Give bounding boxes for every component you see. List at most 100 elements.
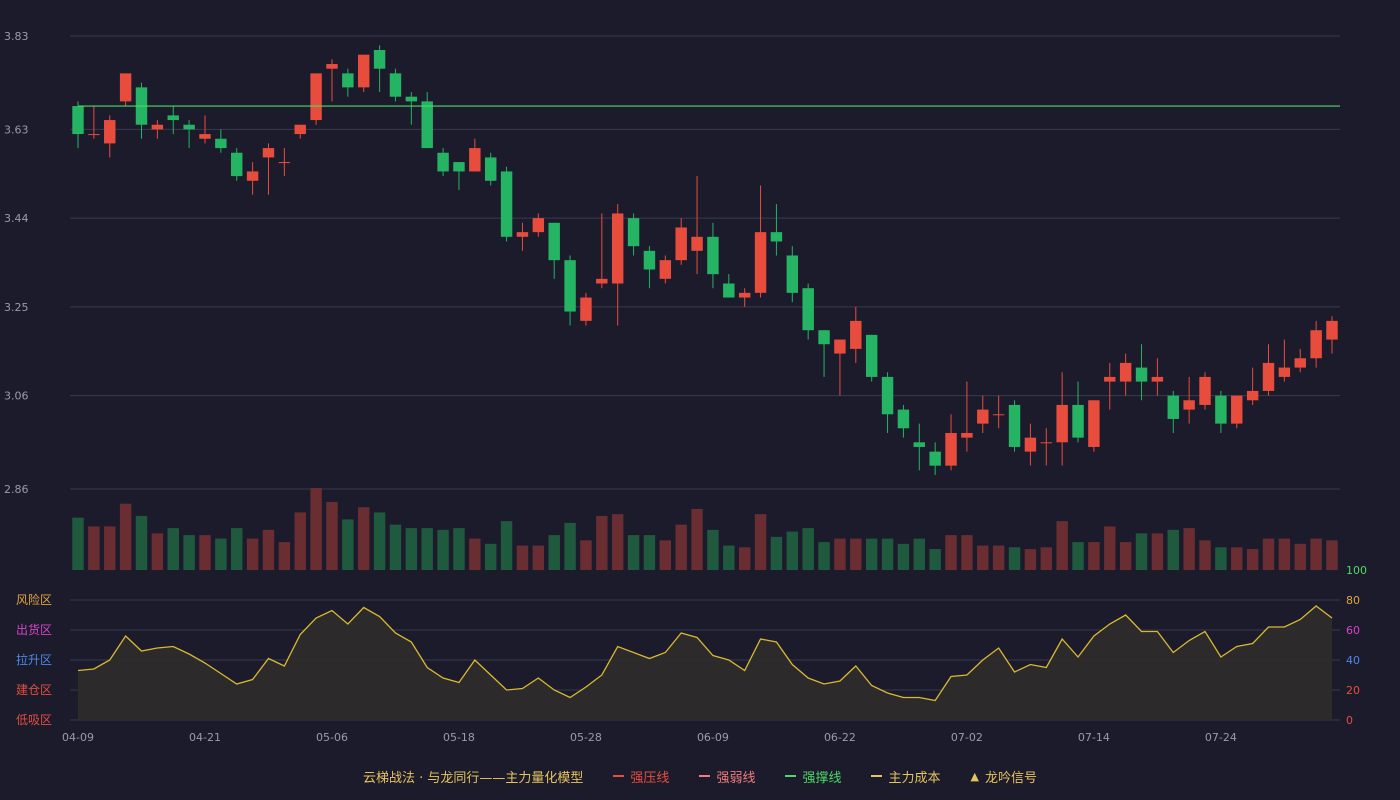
candle-body[interactable]	[294, 124, 306, 135]
candle-body[interactable]	[1294, 358, 1306, 368]
candle-body[interactable]	[643, 250, 656, 270]
candle-body[interactable]	[659, 260, 672, 279]
volume-bar	[992, 545, 1005, 570]
candle-body[interactable]	[484, 157, 497, 181]
legend-item-strength[interactable]: 强弱线	[699, 767, 755, 786]
volume-bar	[1215, 547, 1227, 570]
candle-body[interactable]	[1310, 330, 1322, 359]
candle-body[interactable]	[1088, 400, 1100, 447]
candle-body[interactable]	[278, 162, 291, 164]
candle-body[interactable]	[802, 288, 814, 331]
candle-body[interactable]	[897, 409, 910, 429]
candle-body[interactable]	[310, 73, 322, 121]
candle-body[interactable]	[1104, 376, 1116, 382]
candle-body[interactable]	[850, 320, 862, 349]
candle-body[interactable]	[358, 54, 370, 88]
candle-body[interactable]	[881, 376, 894, 415]
candle-body[interactable]	[945, 432, 957, 466]
candle-body[interactable]	[1262, 362, 1275, 391]
candle-body[interactable]	[1199, 376, 1211, 405]
candle-body[interactable]	[262, 148, 275, 158]
candle-body[interactable]	[405, 96, 418, 102]
candle-body[interactable]	[246, 171, 259, 181]
candle-body[interactable]	[707, 236, 719, 275]
volume-bar	[1326, 540, 1338, 570]
candle-body[interactable]	[929, 451, 941, 466]
candle-body[interactable]	[770, 232, 783, 242]
candle-body[interactable]	[88, 134, 100, 136]
candle-body[interactable]	[1119, 362, 1132, 382]
candle-body[interactable]	[1040, 442, 1052, 444]
candle-body[interactable]	[691, 236, 703, 251]
x-tick-label: 05-18	[443, 731, 475, 744]
candle-body[interactable]	[516, 232, 529, 237]
candle-body[interactable]	[342, 73, 354, 88]
candle-body[interactable]	[611, 213, 624, 284]
candle-body[interactable]	[373, 50, 386, 69]
candle-body[interactable]	[992, 414, 1005, 416]
candle-body[interactable]	[1231, 395, 1243, 424]
legend-item-support[interactable]: 强撑线	[785, 767, 841, 786]
candle-body[interactable]	[453, 162, 465, 172]
volume-bar	[1278, 538, 1291, 570]
support-line-icon	[785, 775, 797, 777]
candle-body[interactable]	[1072, 404, 1084, 438]
candle-body[interactable]	[548, 222, 560, 261]
volume-bar	[580, 540, 592, 570]
candle-body[interactable]	[1278, 367, 1291, 377]
candle-body[interactable]	[199, 134, 211, 139]
candle-body[interactable]	[723, 283, 735, 298]
candle-body[interactable]	[119, 73, 132, 102]
candle-body[interactable]	[977, 409, 989, 424]
oscillator-line	[77, 605, 1333, 702]
volume-bar	[358, 507, 370, 570]
volume-bar	[516, 545, 529, 570]
candle-body[interactable]	[754, 232, 767, 293]
candle-body[interactable]	[580, 297, 592, 321]
candle-body[interactable]	[72, 106, 84, 135]
candle-body[interactable]	[1246, 390, 1259, 401]
legend-label-support: 强撑线	[802, 770, 842, 786]
candle-body[interactable]	[231, 152, 243, 177]
candle-body[interactable]	[326, 64, 338, 69]
candle-body[interactable]	[596, 278, 608, 284]
candle-body[interactable]	[437, 152, 449, 172]
volume-bar	[88, 526, 100, 570]
candle-body[interactable]	[1167, 395, 1179, 419]
candle-body[interactable]	[532, 218, 545, 233]
candle-body[interactable]	[215, 138, 227, 149]
candle-body[interactable]	[786, 255, 799, 293]
candle-body[interactable]	[627, 218, 640, 247]
volume-bar	[834, 538, 846, 570]
candle-body[interactable]	[1135, 367, 1148, 382]
candle-body[interactable]	[500, 171, 513, 237]
candle-body[interactable]	[1215, 395, 1227, 424]
legend-item-signal[interactable]: ▲ 龙吟信号	[970, 767, 1036, 786]
candle-body[interactable]	[961, 432, 973, 438]
candle-body[interactable]	[421, 101, 433, 149]
price-tick-label: 3.63	[4, 123, 29, 136]
candle-body[interactable]	[1056, 404, 1068, 443]
candle-body[interactable]	[738, 292, 751, 298]
candle-body[interactable]	[1151, 376, 1164, 382]
candle-body[interactable]	[865, 334, 878, 377]
candle-body[interactable]	[104, 120, 116, 144]
legend-item-cost[interactable]: 主力成本	[871, 767, 940, 786]
candle-body[interactable]	[818, 330, 830, 345]
candle-body[interactable]	[167, 115, 179, 121]
volume-bar	[691, 508, 703, 570]
candle-body[interactable]	[389, 73, 402, 97]
candle-body[interactable]	[564, 260, 576, 312]
candle-body[interactable]	[469, 148, 481, 172]
candle-body[interactable]	[1326, 320, 1338, 340]
candle-body[interactable]	[834, 339, 846, 354]
candle-body[interactable]	[1024, 437, 1037, 452]
candle-body[interactable]	[913, 442, 926, 447]
volume-bar	[770, 536, 783, 570]
legend-item-resistance[interactable]: 强压线	[613, 767, 669, 786]
candle-body[interactable]	[183, 124, 195, 130]
candle-body[interactable]	[1008, 404, 1021, 447]
candle-body[interactable]	[1183, 400, 1195, 410]
candle-body[interactable]	[675, 227, 687, 261]
candle-body[interactable]	[151, 124, 164, 130]
